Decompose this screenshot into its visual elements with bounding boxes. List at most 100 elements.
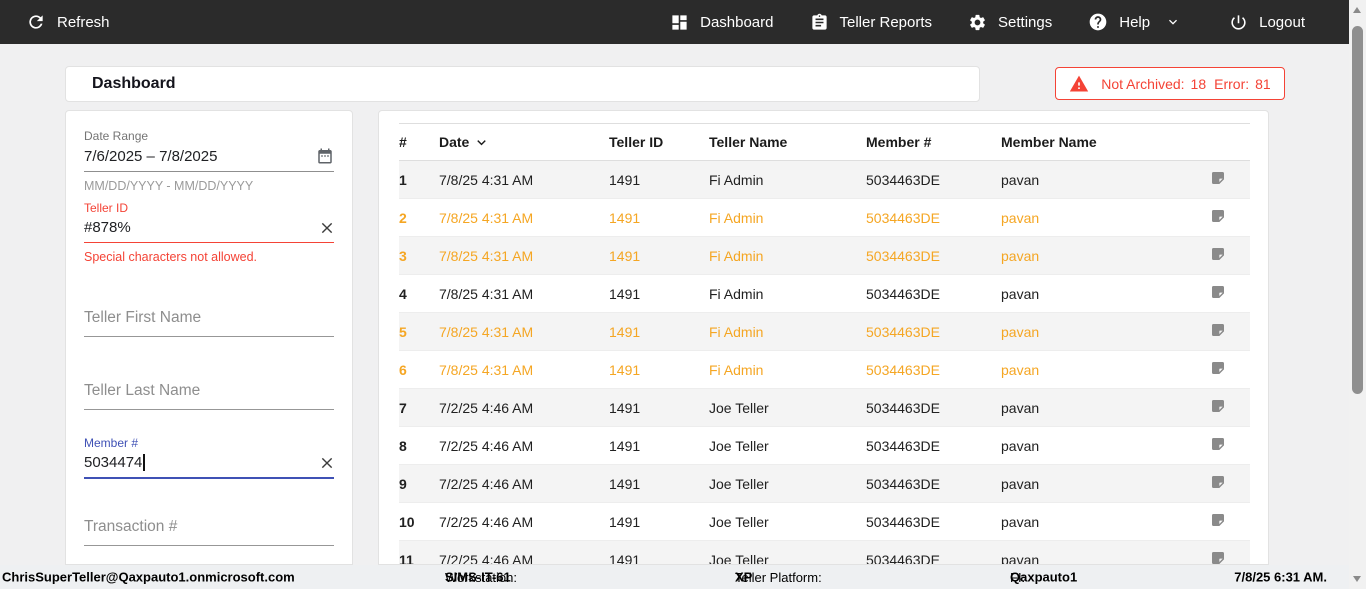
cell-row-number: 8: [399, 426, 439, 465]
calendar-icon[interactable]: [316, 147, 334, 165]
nav-teller-reports[interactable]: Teller Reports: [810, 13, 932, 32]
cell-member-num: 5034463DE: [866, 274, 1001, 313]
date-range-value: 7/6/2025 – 7/8/2025: [84, 147, 218, 165]
cell-date: 7/2/25 4:46 AM: [439, 464, 609, 503]
nav-help-label: Help: [1119, 13, 1151, 31]
note-icon[interactable]: [1210, 398, 1226, 414]
scroll-up-icon[interactable]: [1353, 7, 1361, 13]
note-icon[interactable]: [1210, 170, 1226, 186]
cell-member-num: 5034463DE: [866, 312, 1001, 351]
column-header-date[interactable]: Date: [439, 123, 609, 161]
refresh-label: Refresh: [57, 13, 110, 31]
cell-member-name: pavan: [1001, 540, 1202, 564]
error-label: Error:: [1214, 75, 1250, 92]
refresh-button[interactable]: Refresh: [26, 12, 110, 32]
note-icon[interactable]: [1210, 322, 1226, 338]
note-icon[interactable]: [1210, 208, 1226, 224]
table-row[interactable]: 3 7/8/25 4:31 AM 1491 Fi Admin 5034463DE…: [399, 236, 1250, 275]
cell-teller-name: Joe Teller: [709, 502, 866, 541]
scroll-down-icon[interactable]: [1353, 576, 1361, 582]
cell-member-name: pavan: [1001, 350, 1202, 389]
date-range-field[interactable]: Date Range 7/6/2025 – 7/8/2025 MM/DD/YYY…: [84, 129, 334, 193]
cell-member-name: pavan: [1001, 160, 1202, 199]
cell-date: 7/8/25 4:31 AM: [439, 236, 609, 275]
teller-id-label: Teller ID: [84, 201, 129, 215]
cell-date: 7/2/25 4:46 AM: [439, 540, 609, 564]
cell-teller-id: 1491: [609, 236, 709, 275]
note-icon[interactable]: [1210, 474, 1226, 490]
nav-dashboard[interactable]: Dashboard: [670, 13, 774, 32]
cell-teller-name: Joe Teller: [709, 388, 866, 427]
filters-panel: Date Range 7/6/2025 – 7/8/2025 MM/DD/YYY…: [65, 110, 353, 565]
teller-last-name-input[interactable]: [84, 377, 334, 410]
vertical-scrollbar[interactable]: [1349, 0, 1366, 589]
note-icon[interactable]: [1210, 360, 1226, 376]
date-range-label: Date Range: [84, 129, 149, 143]
note-icon[interactable]: [1210, 512, 1226, 528]
nav-logout[interactable]: Logout: [1229, 13, 1305, 32]
cell-teller-name: Fi Admin: [709, 312, 866, 351]
archive-error-badge[interactable]: Not Archived: 18 Error: 81: [1055, 67, 1285, 100]
help-icon: [1088, 12, 1108, 32]
cell-member-num: 5034463DE: [866, 160, 1001, 199]
workstation-info: Workstation: SIMS-IT-61: [445, 569, 518, 585]
cell-date: 7/8/25 4:31 AM: [439, 350, 609, 389]
scrollbar-thumb[interactable]: [1352, 26, 1363, 394]
cell-teller-id: 1491: [609, 464, 709, 503]
note-icon[interactable]: [1210, 246, 1226, 262]
page-title: Dashboard: [92, 75, 176, 92]
table-row[interactable]: 7 7/2/25 4:46 AM 1491 Joe Teller 5034463…: [399, 388, 1250, 427]
column-header-teller-name: Teller Name: [709, 123, 866, 161]
table-row[interactable]: 10 7/2/25 4:46 AM 1491 Joe Teller 503446…: [399, 502, 1250, 541]
cell-teller-name: Fi Admin: [709, 198, 866, 237]
clear-teller-id-icon[interactable]: [320, 221, 334, 235]
cell-member-name: pavan: [1001, 274, 1202, 313]
transaction-number-input[interactable]: [84, 513, 334, 546]
text-caret: [143, 454, 145, 471]
cell-member-num: 5034463DE: [866, 388, 1001, 427]
nav-help[interactable]: Help: [1088, 12, 1181, 32]
cell-row-number: 6: [399, 350, 439, 389]
warning-triangle-icon: [1069, 74, 1089, 94]
not-archived-label: Not Archived:: [1101, 75, 1185, 92]
table-row[interactable]: 6 7/8/25 4:31 AM 1491 Fi Admin 5034463DE…: [399, 350, 1250, 389]
table-row[interactable]: 1 7/8/25 4:31 AM 1491 Fi Admin 5034463DE…: [399, 160, 1250, 199]
not-archived-count: 18: [1190, 75, 1207, 92]
cell-teller-id: 1491: [609, 388, 709, 427]
cell-teller-id: 1491: [609, 502, 709, 541]
clipboard-icon: [810, 13, 829, 32]
column-header-member-num: Member #: [866, 123, 1001, 161]
table-row[interactable]: 2 7/8/25 4:31 AM 1491 Fi Admin 5034463DE…: [399, 198, 1250, 237]
results-table: # Date Teller ID Teller Name Member # Me…: [399, 123, 1250, 564]
teller-id-field[interactable]: Teller ID #878% Special characters not a…: [84, 201, 334, 264]
teller-platform-info: Teller Platform: XP: [735, 569, 822, 585]
teller-id-value: #878%: [84, 219, 131, 236]
status-datetime: 7/8/25 6:31 AM.: [1234, 569, 1327, 585]
fi-info: FI: Qaxpauto1: [1010, 569, 1078, 585]
refresh-icon: [26, 12, 46, 32]
table-row[interactable]: 8 7/2/25 4:46 AM 1491 Joe Teller 5034463…: [399, 426, 1250, 465]
table-row[interactable]: 9 7/2/25 4:46 AM 1491 Joe Teller 5034463…: [399, 464, 1250, 503]
nav-settings[interactable]: Settings: [968, 13, 1052, 32]
teller-first-name-input[interactable]: [84, 304, 334, 337]
table-row[interactable]: 5 7/8/25 4:31 AM 1491 Fi Admin 5034463DE…: [399, 312, 1250, 351]
cell-member-name: pavan: [1001, 426, 1202, 465]
column-header-teller-id: Teller ID: [609, 123, 709, 161]
chevron-down-icon: [1165, 14, 1181, 30]
note-icon[interactable]: [1210, 436, 1226, 452]
cell-date: 7/8/25 4:31 AM: [439, 274, 609, 313]
cell-member-name: pavan: [1001, 312, 1202, 351]
note-icon[interactable]: [1210, 550, 1226, 564]
cell-teller-name: Joe Teller: [709, 540, 866, 564]
teller-id-error: Special characters not allowed.: [84, 250, 258, 264]
member-number-field[interactable]: Member # 5034474: [84, 436, 334, 479]
top-nav-right: Dashboard Teller Reports Settings Help: [670, 12, 1305, 32]
cell-date: 7/2/25 4:46 AM: [439, 502, 609, 541]
note-icon[interactable]: [1210, 284, 1226, 300]
table-row[interactable]: 4 7/8/25 4:31 AM 1491 Fi Admin 5034463DE…: [399, 274, 1250, 313]
clear-member-number-icon[interactable]: [320, 456, 334, 470]
cell-teller-id: 1491: [609, 198, 709, 237]
member-number-label: Member #: [84, 436, 139, 450]
cell-teller-id: 1491: [609, 426, 709, 465]
table-row[interactable]: 11 7/2/25 4:46 AM 1491 Joe Teller 503446…: [399, 540, 1250, 564]
